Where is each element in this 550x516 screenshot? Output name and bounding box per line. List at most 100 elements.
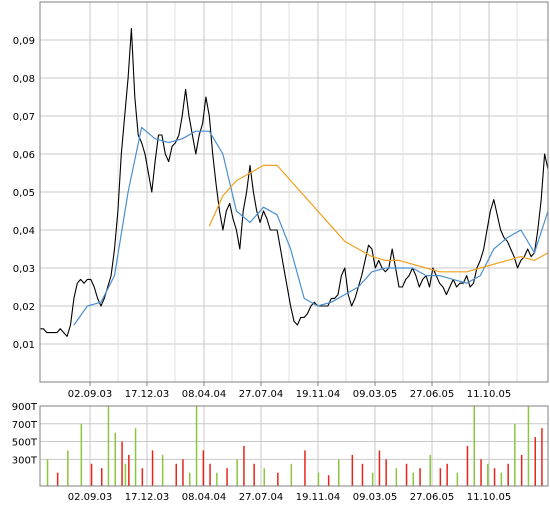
price-y-tick-label: 0,01 [13,340,35,351]
volume-x-tick-label: 02.09.03 [68,492,113,503]
volume-y-tick-label: 700T [12,420,38,431]
volume-bar [124,463,127,486]
volume-bar [189,472,191,486]
volume-bar [534,437,536,486]
volume-bar [304,450,306,486]
volume-y-tick-label: 900T [12,402,38,413]
volume-bar [361,463,364,486]
volume-bar [236,459,238,486]
volume-x-tick-label: 19.11.04 [296,492,341,503]
volume-y-tick-label: 300T [12,455,38,466]
price-x-tick-label: 08.04.04 [182,389,227,400]
volume-bar [338,459,340,486]
volume-y-tick-label: 500T [12,438,38,449]
volume-bar [466,446,469,486]
volume-x-tick-label: 17.12.03 [125,492,170,503]
volume-bar [90,463,93,486]
volume-bar [107,406,110,486]
volume-bar [395,468,398,486]
volume-bar [405,463,408,486]
volume-bar [226,468,228,486]
volume-bar [253,463,255,486]
volume-bar [80,423,83,486]
volume-bar [493,468,496,486]
price-y-tick-label: 0,07 [13,112,35,123]
volume-bar [114,432,116,486]
price-line [40,28,549,337]
volume-bar [101,468,103,486]
volume-bar [128,454,130,486]
price-x-axis: 02.09.03 17.12.03 08.04.04 27.07.04 19.11.04… [68,382,512,400]
volume-bar [480,459,482,486]
price-y-tick-label: 0,06 [13,150,35,161]
volume-bar [412,472,414,486]
volume-bar [327,475,330,486]
volume-bar [446,463,448,486]
price-x-tick-label: 17.12.03 [125,389,170,400]
volume-bar [351,454,354,486]
volume-panel: 300T 500T 700T 900T 02.09.03 17.12.03 08.04.0… [12,402,549,503]
volume-bar [419,468,421,486]
volume-bar [473,406,475,486]
volume-bar [151,450,154,486]
price-panel: 0,01 0,02 0,03 0,04 0,05 0,06 0,07 0,08 0,09 02.… [13,1,549,400]
volume-plot-area [40,406,548,486]
price-plot-border [39,1,549,383]
volume-bar [263,468,265,486]
volume-bar [121,441,123,486]
volume-bar [500,472,503,486]
price-y-tick-label: 0,08 [13,74,35,85]
price-y-tick-label: 0,04 [13,226,35,237]
price-y-tick-label: 0,02 [13,302,35,313]
volume-x-tick-label: 09.03.05 [353,492,398,503]
volume-bar [202,450,205,486]
volume-bar [487,463,489,486]
volume-bar [243,446,245,486]
volume-bar [527,406,530,486]
volume-bar [507,463,509,486]
price-x-tick-label: 11.10.05 [467,389,512,400]
volume-plot-border [39,405,549,487]
volume-bar [46,459,49,486]
volume-bar [141,468,144,486]
volume-bar [385,459,387,486]
moving-average-long-line [208,164,549,273]
volume-bar [520,454,523,486]
price-y-tick-label: 0,05 [13,188,35,199]
volume-bar [67,450,69,486]
volume-x-tick-label: 27.06.05 [410,492,455,503]
volume-bar [371,472,374,486]
volume-x-axis: 02.09.03 17.12.03 08.04.04 27.07.04 19.11.04… [68,492,512,503]
volume-bar [439,468,442,486]
volume-x-tick-label: 11.10.05 [467,492,512,503]
volume-bars-group [46,406,543,486]
volume-bar [216,472,218,486]
price-y-tick-label: 0,03 [13,264,35,275]
volume-bar [195,406,198,486]
volume-bar [56,472,59,486]
price-x-tick-label: 02.09.03 [68,389,113,400]
price-x-tick-label: 19.11.04 [296,389,341,400]
price-x-tick-label: 09.03.05 [353,389,398,400]
moving-average-short-line [73,126,549,326]
volume-bar [175,463,177,486]
volume-bar [378,450,381,486]
price-series-group [40,28,549,337]
volume-bar [429,454,431,486]
volume-y-axis: 300T 500T 700T 900T [12,402,38,466]
volume-bar [317,472,320,486]
volume-bar [541,428,543,486]
volume-x-tick-label: 08.04.04 [182,492,227,503]
volume-bar [514,423,516,486]
volume-bar [134,428,137,486]
volume-bar [182,459,184,486]
volume-bar [161,454,164,486]
price-x-tick-label: 27.06.05 [410,389,455,400]
price-y-tick-label: 0,09 [13,36,35,47]
volume-bar [290,463,293,486]
volume-bar [209,463,211,486]
price-y-axis: 0,01 0,02 0,03 0,04 0,05 0,06 0,07 0,08 0,09 [13,36,35,351]
volume-bar [277,472,279,486]
